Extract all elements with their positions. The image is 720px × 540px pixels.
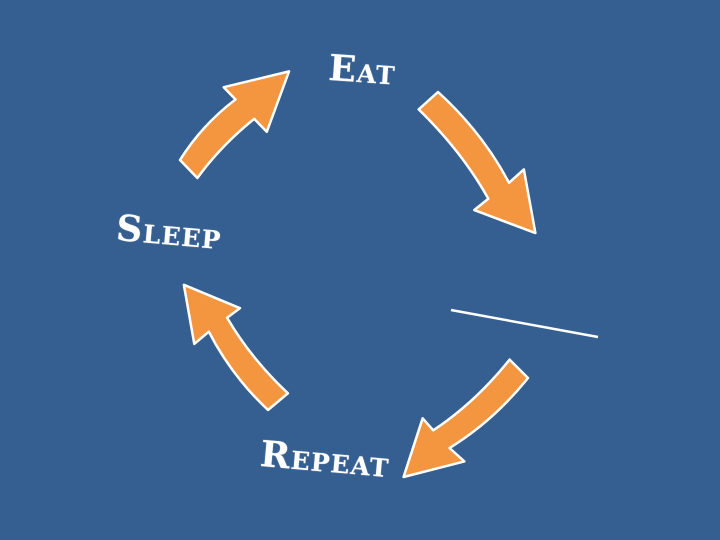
label-eat: Eat: [327, 47, 398, 94]
arrow-bottom-left: [182, 283, 290, 412]
arrow-curved-down-right-icon: [417, 90, 537, 235]
arrow-curved-up-left-icon: [182, 283, 290, 412]
arrow-top-right: [417, 90, 537, 235]
arrow-curved-down-left-icon: [402, 358, 530, 479]
label-sleep: Sleep: [114, 207, 224, 259]
arrow-curved-up-right-icon: [178, 70, 291, 180]
divider-line: [450, 308, 599, 339]
arrow-bottom-right: [402, 358, 530, 479]
label-repeat: Repeat: [258, 433, 392, 487]
arrow-top-left: [178, 70, 291, 180]
